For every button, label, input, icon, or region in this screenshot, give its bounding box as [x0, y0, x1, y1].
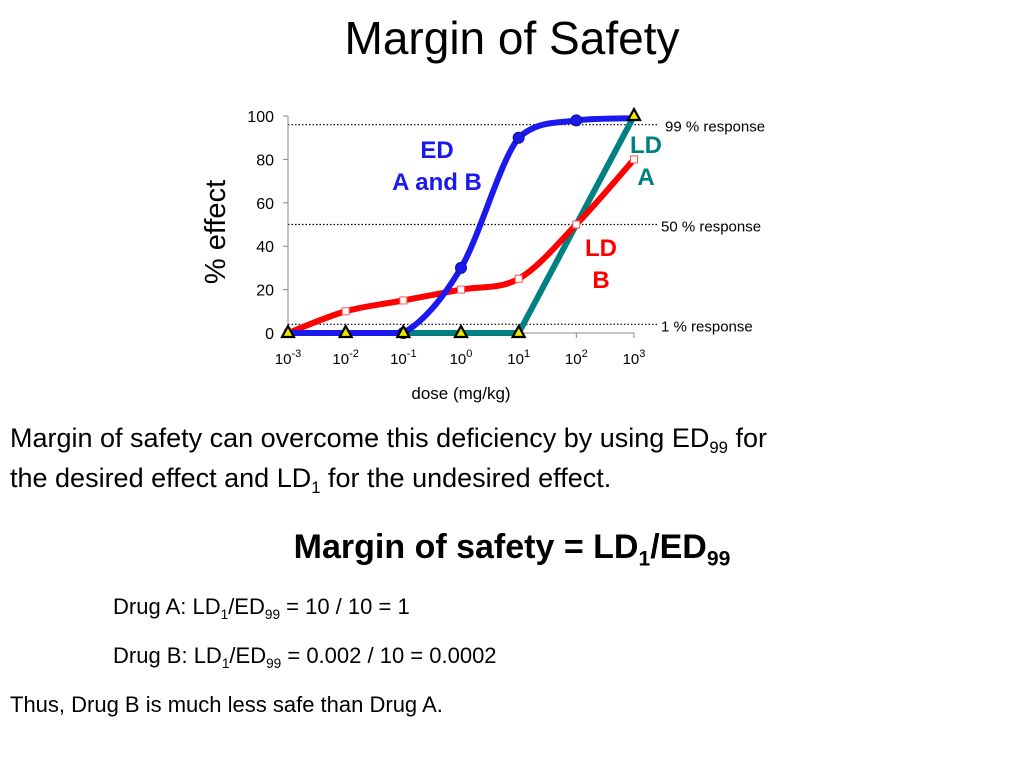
drug-b-calculation: Drug B: LD1/ED99 = 0.002 / 10 = 0.0002 — [113, 643, 497, 671]
x-tick-label: 10-3 — [275, 348, 301, 368]
y-tick-label: 40 — [256, 239, 274, 256]
dose-response-chart: 99 % response 50 % response 1 % response 0… — [200, 106, 765, 403]
reference-line-label: 50 % response — [661, 219, 761, 236]
x-tick-label: 10-2 — [332, 348, 358, 368]
ed-marker — [570, 114, 583, 127]
y-tick-label: 80 — [256, 152, 274, 169]
x-tick-label: 100 — [450, 348, 473, 368]
slide-title: Margin of Safety — [344, 12, 680, 64]
series-label-ed: A and B — [392, 169, 482, 196]
ld-b-marker — [630, 155, 638, 164]
margin-of-safety-formula: Margin of safety = LD1/ED99 — [293, 528, 731, 571]
drug-a-calculation: Drug A: LD1/ED99 = 10 / 10 = 1 — [113, 594, 410, 622]
reference-line-label: 99 % response — [665, 119, 765, 136]
y-tick-label: 20 — [256, 283, 274, 300]
ld-a-marker — [395, 323, 412, 339]
ld-b-marker — [341, 307, 350, 316]
ed-marker — [512, 131, 525, 144]
series-label-ld-a: A — [637, 164, 654, 191]
x-tick-label: 103 — [623, 348, 646, 368]
ld-a-marker — [510, 323, 527, 339]
ld-b-marker — [572, 220, 581, 229]
ld-b-marker — [457, 285, 465, 294]
x-tick-label: 10-1 — [390, 348, 416, 368]
ed-marker — [455, 261, 467, 274]
series-label-ld-b: B — [592, 267, 609, 294]
ld-b-marker — [399, 296, 408, 305]
series-label-ed: ED — [420, 137, 453, 164]
y-axis-label: % effect — [200, 180, 232, 284]
x-tick-label: 102 — [565, 348, 588, 368]
ld-a-marker — [626, 106, 642, 122]
conclusion: Thus, Drug B is much less safe than Drug… — [10, 692, 443, 717]
series-label-ld-a: LD — [630, 132, 662, 159]
y-tick-label: 60 — [256, 196, 274, 213]
y-tick-label: 0 — [265, 326, 274, 343]
series-label-ld-b: LD — [585, 235, 617, 262]
ld-b-marker — [514, 274, 523, 283]
x-tick-label: 101 — [507, 348, 530, 368]
ld-a-marker — [337, 323, 354, 339]
ld-a-marker — [453, 323, 469, 339]
y-tick-label: 100 — [247, 109, 274, 126]
explanation-line-1: Margin of safety can overcome this defic… — [10, 423, 767, 457]
ld-a-marker — [280, 323, 296, 339]
x-axis-label: dose (mg/kg) — [411, 384, 510, 403]
reference-line-label: 1 % response — [661, 318, 753, 335]
series-line-ed — [285, 115, 637, 337]
explanation-line-2: the desired effect and LD1 for the undes… — [10, 463, 612, 497]
